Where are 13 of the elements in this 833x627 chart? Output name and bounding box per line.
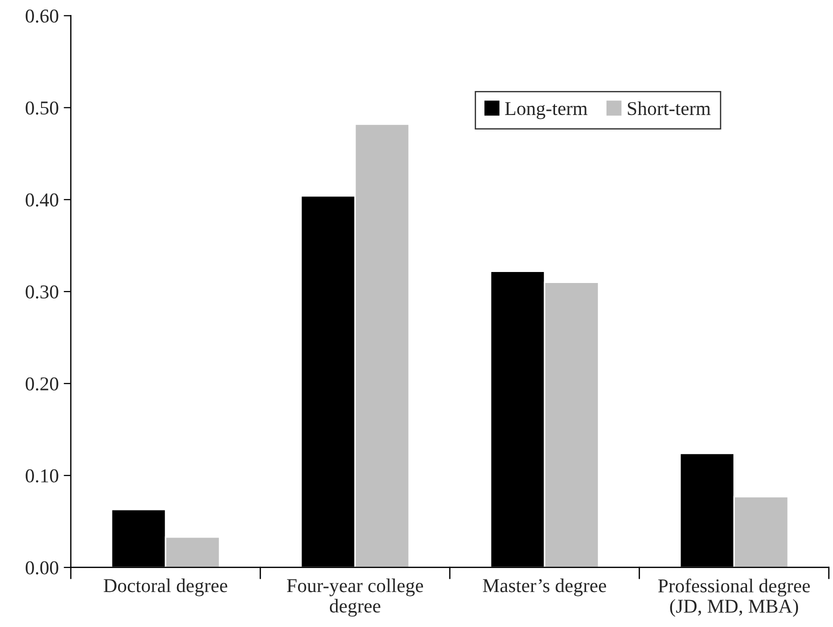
y-tick-label: 0.00 bbox=[26, 561, 58, 574]
x-tick-label: Professional degree (JD, MD, MBA) bbox=[658, 578, 810, 617]
y-tick-label: 0.30 bbox=[26, 285, 58, 299]
y-tick-label: 0.40 bbox=[26, 193, 58, 207]
y-tick-label: 0.60 bbox=[26, 9, 58, 23]
x-tick-label: Four-year college degree bbox=[286, 578, 424, 617]
y-tick-label: 0.10 bbox=[26, 469, 58, 482]
legend-label: Long-term bbox=[505, 102, 588, 120]
x-tick-label: Master’s degree bbox=[482, 578, 606, 596]
y-tick-label: 0.50 bbox=[26, 101, 58, 115]
x-tick-label: Doctoral degree bbox=[104, 578, 228, 596]
legend-label: Short-term bbox=[628, 101, 711, 116]
y-tick-label: 0.20 bbox=[26, 377, 58, 391]
